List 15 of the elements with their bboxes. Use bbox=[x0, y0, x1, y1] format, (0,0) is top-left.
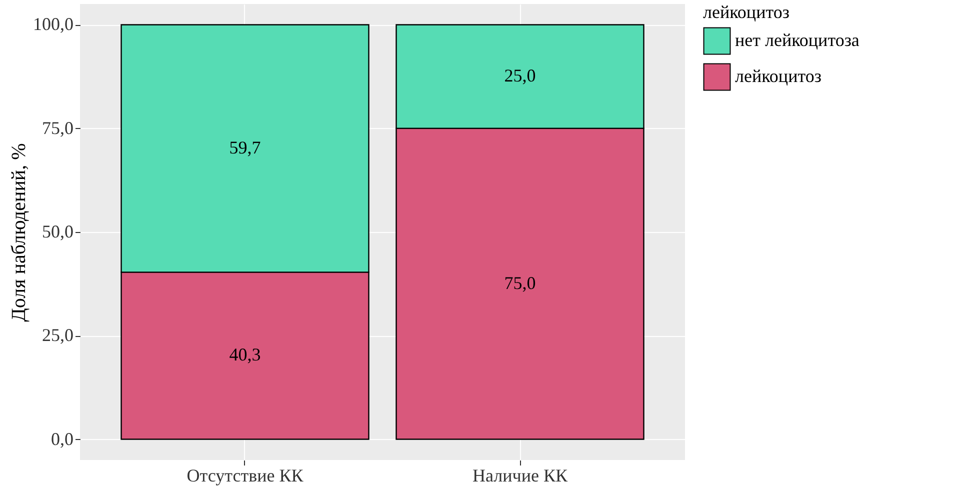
data-label: 40,3 bbox=[229, 344, 261, 365]
legend-label: лейкоцитоз bbox=[735, 66, 822, 86]
x-tick-label: Отсутствие КК bbox=[186, 466, 304, 486]
y-tick-label: 75,0 bbox=[42, 118, 74, 138]
y-tick-label: 0,0 bbox=[51, 428, 74, 449]
data-label: 59,7 bbox=[229, 137, 261, 158]
y-axis-title: Доля наблюдений, % bbox=[8, 143, 30, 322]
legend-title: лейкоцитоз bbox=[703, 2, 790, 22]
y-tick-label: 100,0 bbox=[33, 14, 74, 34]
y-tick-label: 50,0 bbox=[42, 222, 74, 242]
x-tick-label: Наличие КК bbox=[472, 466, 568, 486]
data-label: 25,0 bbox=[504, 66, 536, 86]
y-tick-label: 25,0 bbox=[42, 325, 74, 346]
data-label: 75,0 bbox=[504, 272, 536, 293]
legend-label: нет лейкоцитоза bbox=[735, 30, 860, 50]
